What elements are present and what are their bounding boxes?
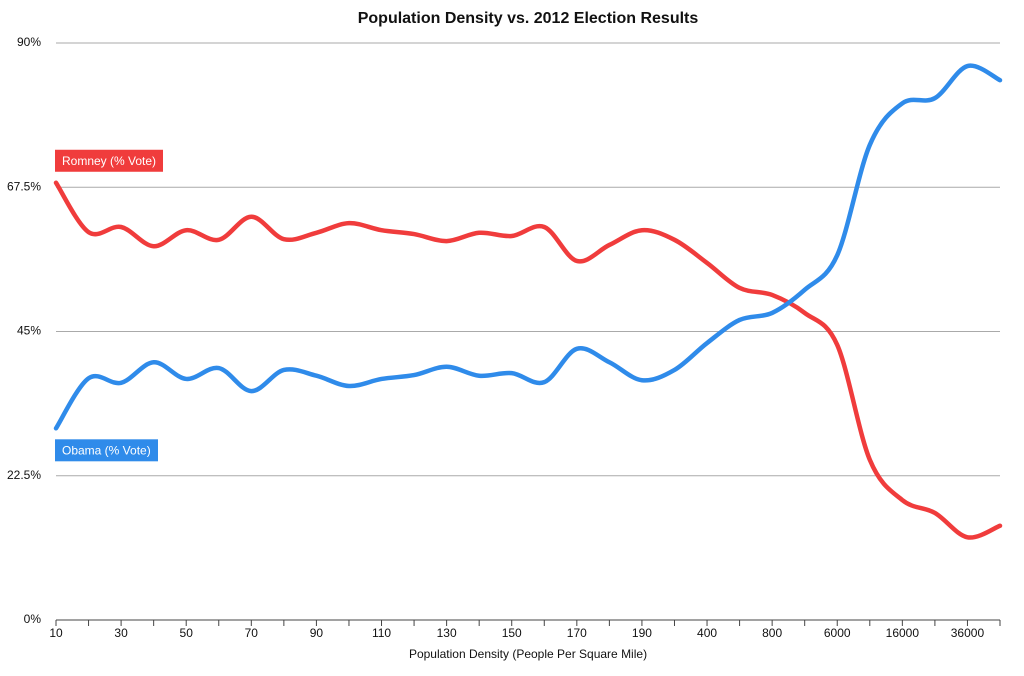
legend-box	[55, 149, 163, 172]
y-tick-label: 0%	[24, 612, 42, 626]
legend-text: Obama (% Vote)	[62, 443, 151, 457]
x-tick-label: 10	[49, 626, 63, 640]
line	[53, 63, 1003, 431]
y-tick-label: 90%	[17, 35, 41, 49]
x-tick-label: 800	[762, 626, 782, 640]
x-tick-label: 170	[567, 626, 587, 640]
x-tick-label: 36000	[951, 626, 985, 640]
x-tick-label: 6000	[824, 626, 851, 640]
chart-title: Population Density vs. 2012 Election Res…	[358, 10, 699, 27]
x-tick-label: 110	[372, 626, 391, 640]
x-tick-label: 70	[245, 626, 259, 640]
x-axis-label: Population Density (People Per Square Mi…	[409, 647, 647, 661]
y-tick-label: 67.5%	[7, 179, 41, 193]
x-tick-label: 90	[310, 626, 324, 640]
legend-box	[55, 439, 158, 462]
legend-text: Romney (% Vote)	[62, 154, 156, 168]
x-tick-label: 50	[180, 626, 194, 640]
x-tick-label: 16000	[886, 626, 920, 640]
y-tick-label: 45%	[17, 324, 41, 338]
x-tick-label: 30	[114, 626, 128, 640]
x-tick-label: 130	[437, 626, 457, 640]
x-tick-label: 400	[697, 626, 717, 640]
x-tick-label: 190	[632, 626, 652, 640]
y-tick-label: 22.5%	[7, 468, 41, 482]
line	[53, 180, 1003, 540]
x-tick-label: 150	[502, 626, 522, 640]
